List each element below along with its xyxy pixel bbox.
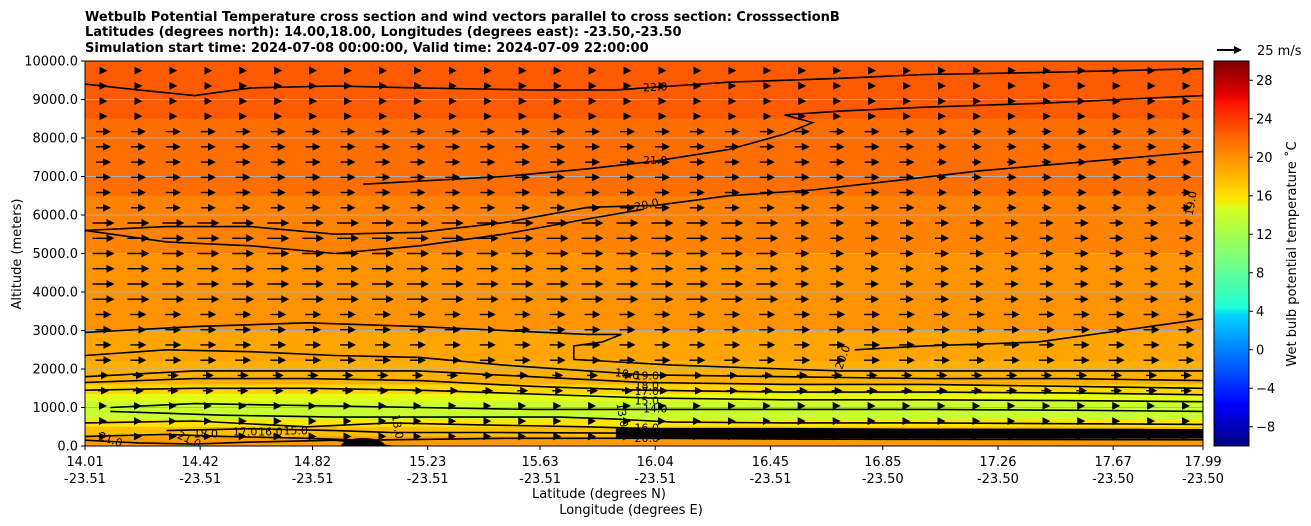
contour-labels: 22.021.020.020.019.019.019.018.017.015.0…	[97, 80, 1200, 446]
contour-line	[85, 208, 645, 255]
x-axis: 14.01 -23.51 14.42 -23.51 14.82 -23.51 15.23 -2…	[64, 446, 1224, 487]
contour-label: 15.0	[283, 424, 308, 437]
y-tick-label: 7000.0	[33, 170, 79, 185]
x-tick-label-lat: 15.63	[521, 455, 558, 470]
colorbar-tick-label: 16	[1256, 189, 1273, 204]
y-tick-label: 9000.0	[33, 93, 79, 108]
contour-line	[85, 377, 1203, 396]
contour-label: 17.0	[233, 426, 258, 439]
y-axis: 0.0 1000.0 2000.0 3000.0 4000.0 5000.0 6000.0 7…	[24, 55, 85, 455]
contour-label: 13.0	[389, 414, 406, 440]
x-tick-label-lon: -23.51	[407, 472, 449, 487]
y-tick-label: 2000.0	[33, 363, 79, 378]
colorbar: −8 −4 0 4 8 12 16 20 24 28 Wet bulb potential tem…	[1213, 60, 1300, 447]
x-tick-label-lon: -23.50	[977, 472, 1019, 487]
contour-label: 18.0	[635, 426, 660, 439]
contour-blob	[341, 438, 386, 446]
x-tick-label-lon: -23.51	[179, 472, 221, 487]
x-axis-label-latitude: Latitude (degrees N)	[532, 487, 666, 502]
fill-band	[85, 419, 1203, 428]
fill-band	[85, 436, 1203, 446]
contour-label: 18.0	[635, 379, 660, 392]
contour-line	[85, 150, 1203, 236]
y-tick-label: 1000.0	[33, 401, 79, 416]
x-tick-label-lat: 16.04	[637, 455, 674, 470]
y-tick-label: 6000.0	[33, 209, 79, 224]
x-tick-label-lon: -23.50	[862, 472, 904, 487]
wind-key-label: 25 m/s	[1257, 44, 1302, 59]
y-tick-label: 4000.0	[33, 286, 79, 301]
contour-lines	[85, 67, 1203, 446]
x-tick-label-lat: 17.67	[1095, 455, 1132, 470]
colorbar-label: Wet bulb potential temperature ˚C	[1284, 141, 1300, 366]
x-tick-label-lat: 14.42	[182, 455, 219, 470]
x-tick-label-lat: 17.99	[1184, 455, 1221, 470]
x-tick-label-lat: 16.45	[752, 455, 789, 470]
contour-label: 19.0	[1183, 190, 1200, 216]
contour-label: 13.0	[613, 402, 630, 428]
y-axis-label: Altitude (meters)	[10, 199, 25, 310]
contour-line	[85, 370, 1203, 390]
y-tick-label: 0.0	[57, 440, 78, 455]
colorbar-tick-label: 20	[1256, 151, 1273, 166]
contour-line	[854, 318, 1203, 351]
x-tick-label-lon: -23.51	[749, 472, 791, 487]
contour-label: 19.0	[635, 370, 660, 383]
wind-vectors	[92, 66, 1195, 441]
contour-label: 16.0	[635, 422, 660, 435]
contour-label: 16.0	[258, 426, 283, 439]
chart-title-line-1: Wetbulb Potential Temperature cross sect…	[85, 10, 840, 25]
x-tick-label-lat: 16.85	[864, 455, 901, 470]
contour-line	[85, 387, 1203, 403]
contour-label: 19.0	[614, 366, 640, 382]
colorbar-tick-label: −8	[1256, 420, 1275, 435]
contour-label: 21.0	[643, 154, 668, 167]
x-tick-label-lon: -23.51	[64, 472, 106, 487]
x-tick-label-lon: -23.51	[519, 472, 561, 487]
contour-label: 15.0	[635, 395, 660, 408]
contour-line	[85, 348, 1203, 382]
y-tick-label: 8000.0	[33, 132, 79, 147]
wind-key: 25 m/s	[1217, 44, 1302, 59]
x-tick-label-lat: 14.01	[66, 455, 103, 470]
contour-label: 17.0	[635, 385, 660, 398]
colorbar-tick-label: 4	[1256, 305, 1264, 320]
x-tick-label-lon: -23.51	[634, 472, 676, 487]
contour-label: 20.0	[633, 196, 660, 214]
contour-line	[85, 439, 392, 446]
contour-line	[85, 321, 1203, 372]
x-tick-label-lat: 15.23	[409, 455, 446, 470]
contour-label: 20.0	[635, 432, 660, 445]
x-tick-label-lat: 17.26	[979, 455, 1016, 470]
colorbar-tick-label: 28	[1256, 74, 1273, 89]
chart-title-line-2: Latitudes (degrees north): 14.00,18.00, …	[85, 25, 682, 40]
colorbar-tick-label: −4	[1256, 382, 1275, 397]
colorbar-tick-label: 8	[1256, 266, 1264, 281]
contour-label: 14.0	[643, 402, 668, 415]
fill-band	[85, 330, 1203, 362]
colorbar-tick-label: 0	[1256, 343, 1264, 358]
contour-line	[110, 402, 1203, 413]
contour-line	[110, 410, 1203, 426]
x-tick-label-lon: -23.51	[292, 472, 334, 487]
contour-line	[85, 67, 1203, 97]
x-tick-label-lon: -23.50	[1092, 472, 1134, 487]
contour-label: 18.0	[194, 427, 219, 440]
plot-area: 22.021.020.020.019.019.019.018.017.015.0…	[85, 61, 1203, 446]
contour-label: 22.0	[643, 80, 668, 94]
contour-line	[363, 94, 1203, 185]
y-tick-label: 5000.0	[33, 247, 79, 262]
chart-title-line-3: Simulation start time: 2024-07-08 00:00:…	[85, 41, 649, 56]
y-tick-label: 10000.0	[24, 55, 78, 70]
x-tick-label-lat: 14.82	[294, 455, 331, 470]
colorbar-tick-label: 12	[1256, 228, 1273, 243]
colorbar-gradient	[1213, 60, 1250, 447]
y-tick-label: 3000.0	[33, 324, 79, 339]
colorbar-tick-label: 24	[1256, 112, 1273, 127]
colorbar-ticks: −8 −4 0 4 8 12 16 20 24 28	[1249, 74, 1275, 435]
x-tick-label-lon: -23.50	[1182, 472, 1224, 487]
x-axis-label-longitude: Longitude (degrees E)	[559, 503, 703, 518]
fill-band	[85, 61, 1203, 120]
